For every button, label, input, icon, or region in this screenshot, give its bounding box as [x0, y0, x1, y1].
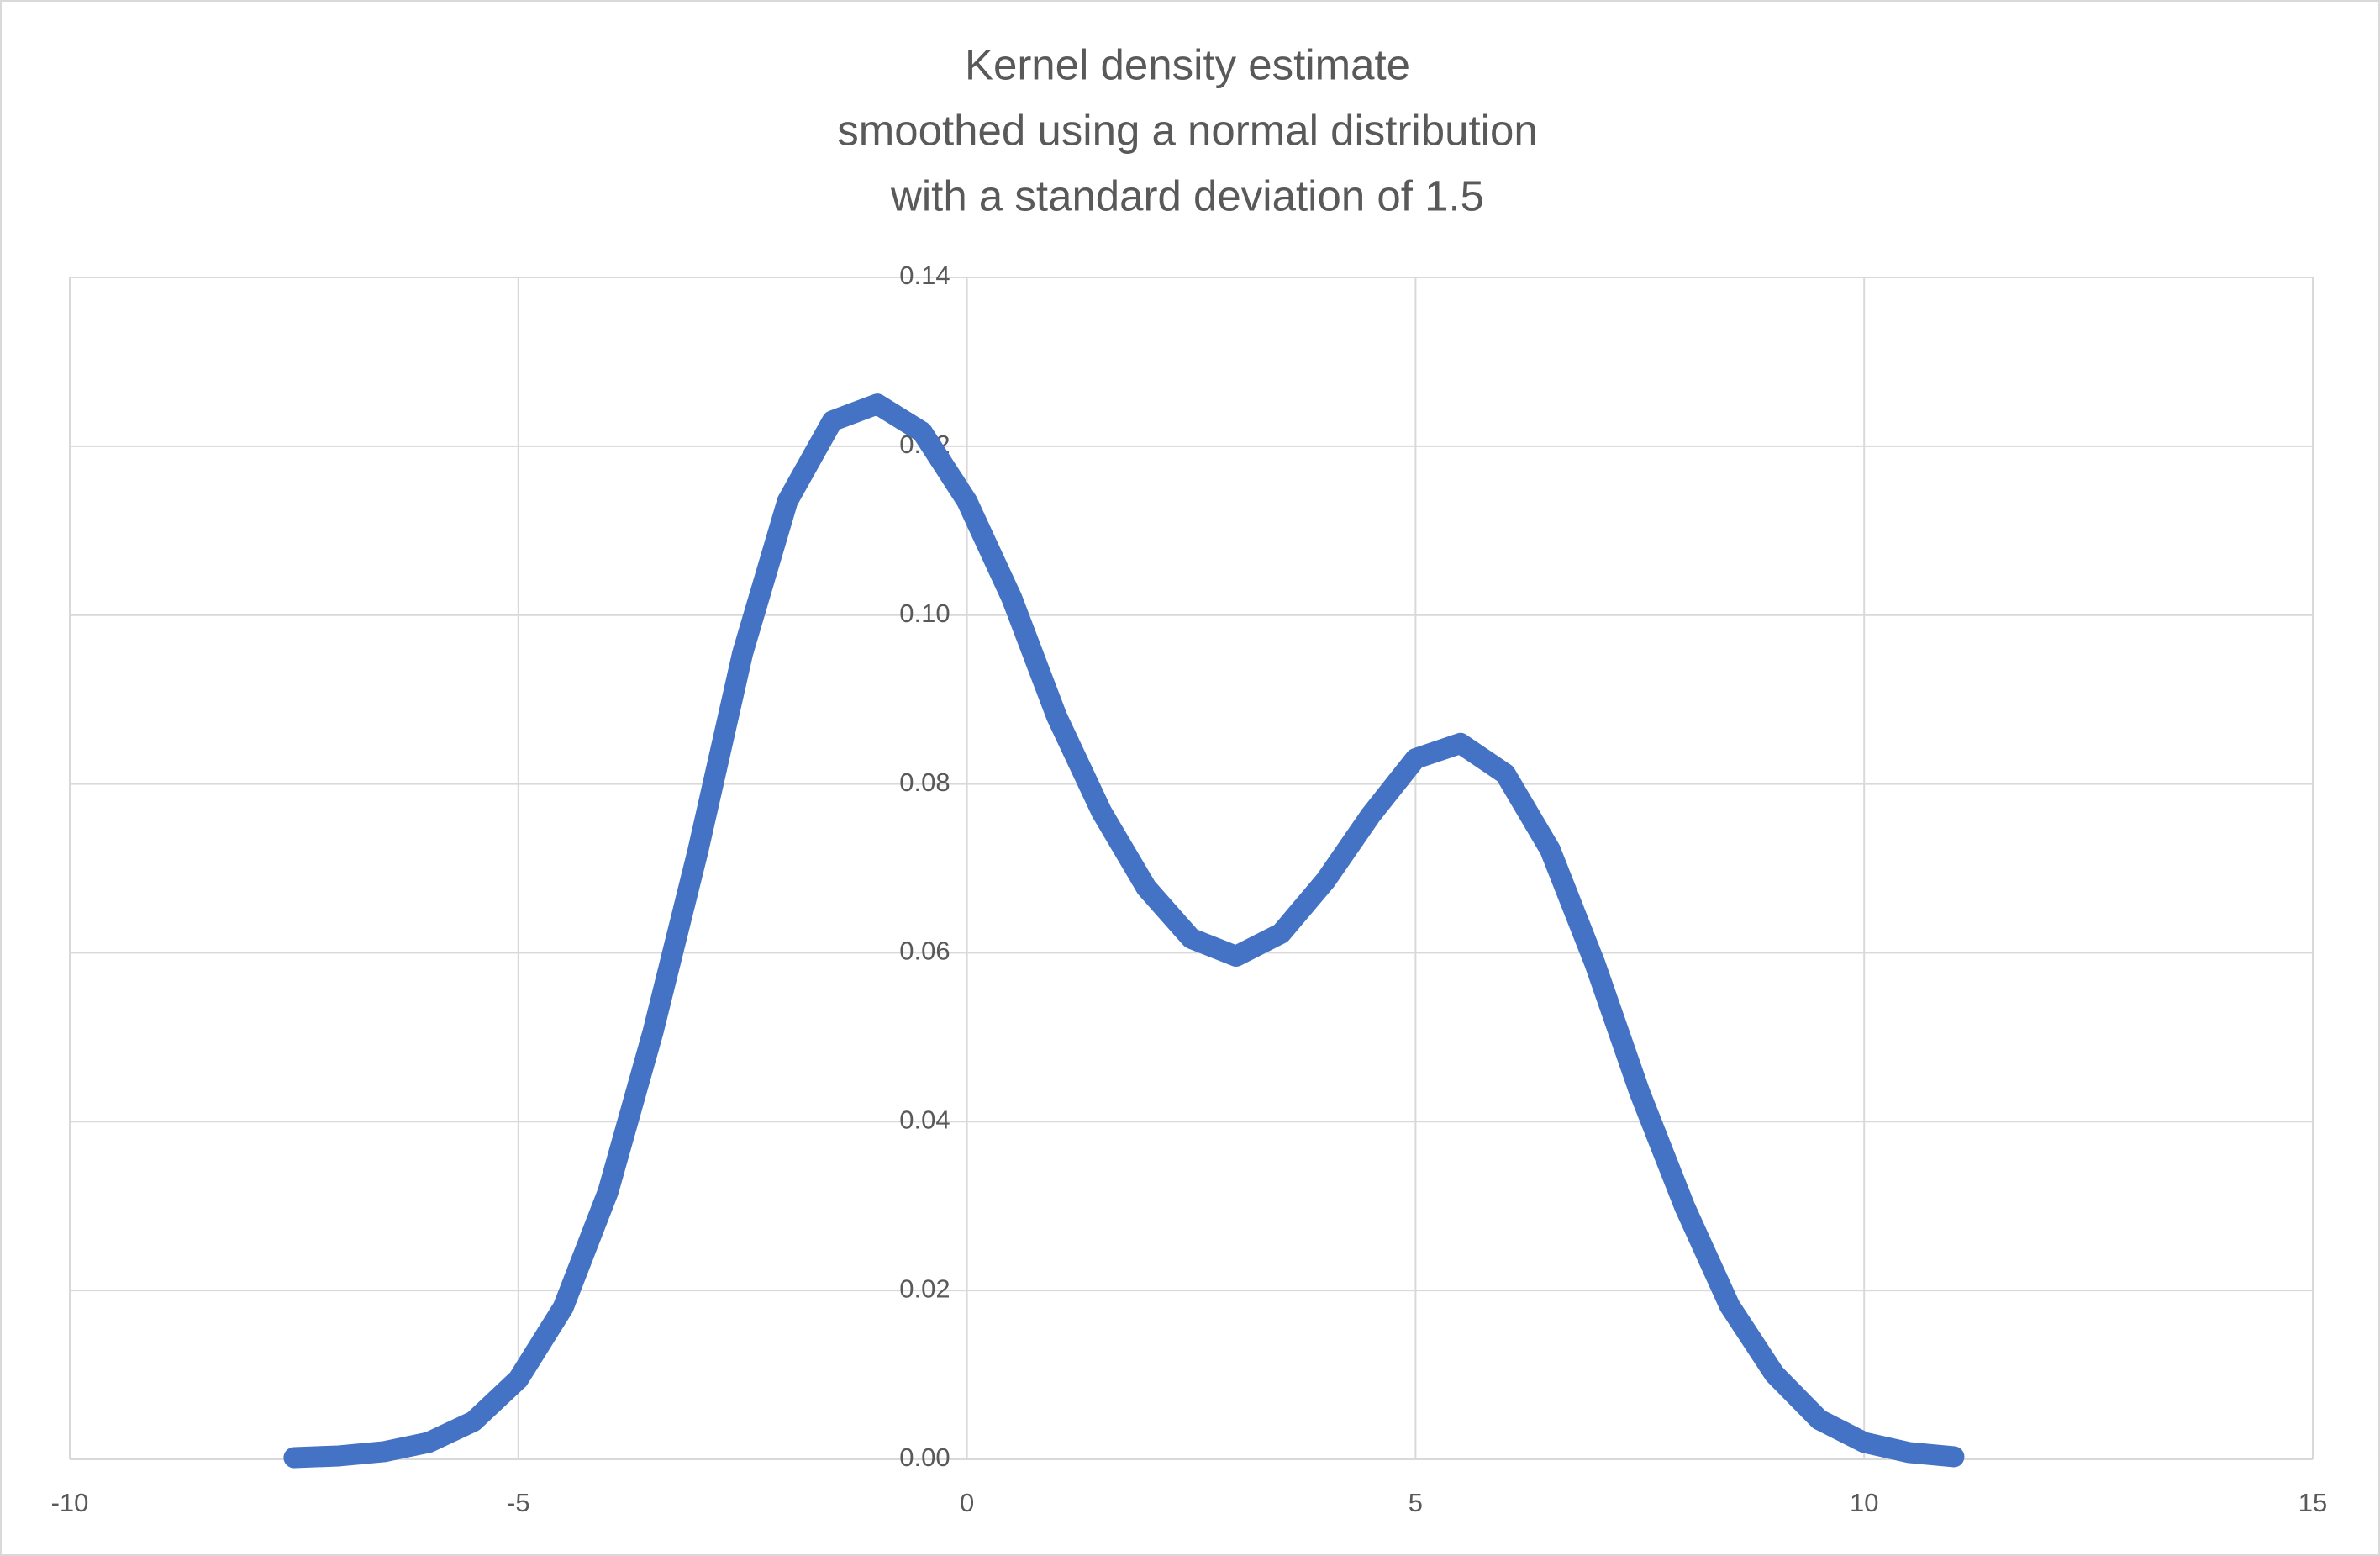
chart-title: smoothed using a normal distribution [837, 106, 1537, 154]
y-tick-label: 0.10 [899, 599, 950, 628]
x-tick-label: -10 [51, 1488, 89, 1517]
y-tick-label: 0.02 [899, 1274, 950, 1303]
x-tick-label: 5 [1409, 1488, 1423, 1517]
y-tick-label: 0.06 [899, 936, 950, 966]
x-tick-label: -5 [507, 1488, 530, 1517]
x-tick-label: 10 [1850, 1488, 1878, 1517]
chart-title: Kernel density estimate [965, 40, 1410, 88]
x-tick-label: 15 [2298, 1488, 2327, 1517]
y-tick-label: 0.04 [899, 1105, 950, 1134]
density-line [283, 393, 1965, 1469]
y-tick-label: 0.08 [899, 767, 950, 797]
chart-title: with a standard deviation of 1.5 [890, 171, 1484, 219]
x-tick-label: 0 [960, 1488, 974, 1517]
y-tick-label: 0.14 [899, 261, 950, 290]
y-tick-label: 0.00 [899, 1443, 950, 1472]
